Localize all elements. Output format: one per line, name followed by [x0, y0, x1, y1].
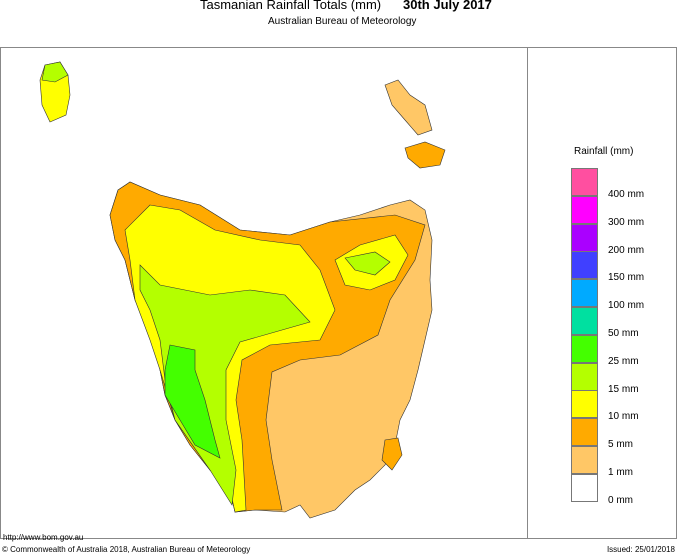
legend-label: 25 mm [608, 355, 639, 367]
legend-swatch [571, 446, 598, 474]
legend-swatch [571, 362, 598, 391]
tasman-peninsula [381, 437, 403, 471]
legend-label: 50 mm [608, 328, 639, 339]
source-url[interactable]: http://www.bom.gov.au [3, 533, 84, 542]
legend-swatch [571, 390, 598, 419]
rainfall-map [39, 61, 446, 519]
legend-swatch [571, 473, 598, 502]
issued-date: Issued: 25/01/2018 [606, 545, 675, 554]
legend-title: Rainfall (mm) [574, 146, 634, 157]
legend-swatch [571, 418, 598, 447]
legend-swatch [571, 251, 598, 280]
zone-15mm [139, 264, 311, 506]
legend-swatch [571, 195, 598, 224]
legend-label: 300 mm [608, 216, 645, 228]
legend-label: 15 mm [608, 383, 639, 395]
legend-label: 0 mm [608, 494, 633, 506]
flinders-island [384, 79, 433, 136]
legend-label: 10 mm [608, 411, 639, 423]
copyright: © Commonwealth of Australia 2018, Austra… [2, 545, 251, 554]
legend-swatch [571, 334, 598, 363]
legend-swatch [571, 168, 598, 196]
legend-divider [527, 47, 528, 539]
legend-swatch [571, 279, 598, 308]
legend-label: 100 mm [608, 300, 645, 312]
legend-swatch [571, 223, 598, 252]
zone-25mm [164, 344, 221, 459]
legend-swatch [571, 307, 598, 335]
map-subtitle: Australian Bureau of Meteorology [268, 16, 417, 27]
cape-barren-island [404, 141, 446, 169]
legend-label: 200 mm [608, 244, 645, 256]
map-date: 30th July 2017 [403, 0, 492, 12]
legend-label: 5 mm [608, 439, 633, 451]
map-frame [0, 47, 677, 539]
legend-label: 1 mm [608, 467, 633, 478]
legend-label: 150 mm [608, 272, 645, 284]
zone-ne-15mm [344, 251, 391, 276]
legend-label: 400 mm [608, 189, 645, 200]
king-island-15mm [41, 61, 69, 83]
map-title: Tasmanian Rainfall Totals (mm) [200, 0, 382, 12]
